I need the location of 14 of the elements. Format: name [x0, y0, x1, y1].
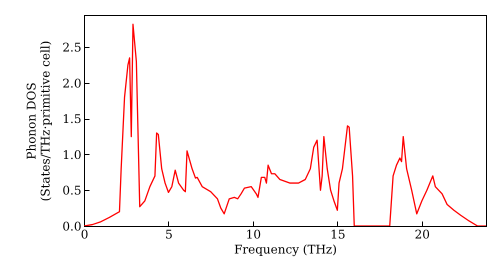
x-tick-label: 5 [165, 228, 173, 242]
x-tick-label: 15 [330, 228, 346, 242]
y-tick-label: 2.5 [62, 40, 82, 55]
x-tick-label: 0 [80, 228, 88, 242]
line-series [84, 24, 486, 226]
x-axis-title: Frequency (THz) [234, 242, 337, 256]
x-tick-label: 20 [414, 228, 430, 242]
y-tick-label: 2.0 [62, 76, 82, 90]
y-axis-title: Phonon DOS (States/THz·primitive cell) [24, 40, 52, 202]
x-tick-label: 10 [246, 228, 262, 242]
y-tick-label: 1.0 [62, 148, 82, 162]
y-tick-label: 1.5 [62, 112, 82, 126]
y-tick-label: 0.5 [62, 184, 82, 198]
y-tick-label: 0.0 [62, 220, 82, 234]
